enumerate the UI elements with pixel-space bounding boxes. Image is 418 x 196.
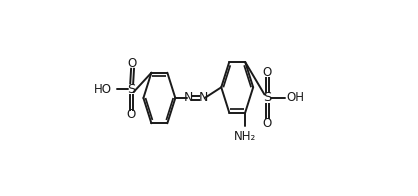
Text: S: S — [263, 92, 272, 104]
Text: O: O — [263, 117, 272, 130]
Text: N: N — [199, 92, 208, 104]
Text: N: N — [184, 92, 193, 104]
Text: NH₂: NH₂ — [234, 130, 256, 143]
Text: O: O — [127, 108, 136, 121]
Text: OH: OH — [287, 92, 305, 104]
Text: O: O — [263, 66, 272, 79]
Text: S: S — [127, 83, 135, 96]
Text: O: O — [127, 57, 137, 70]
Text: HO: HO — [94, 83, 112, 96]
